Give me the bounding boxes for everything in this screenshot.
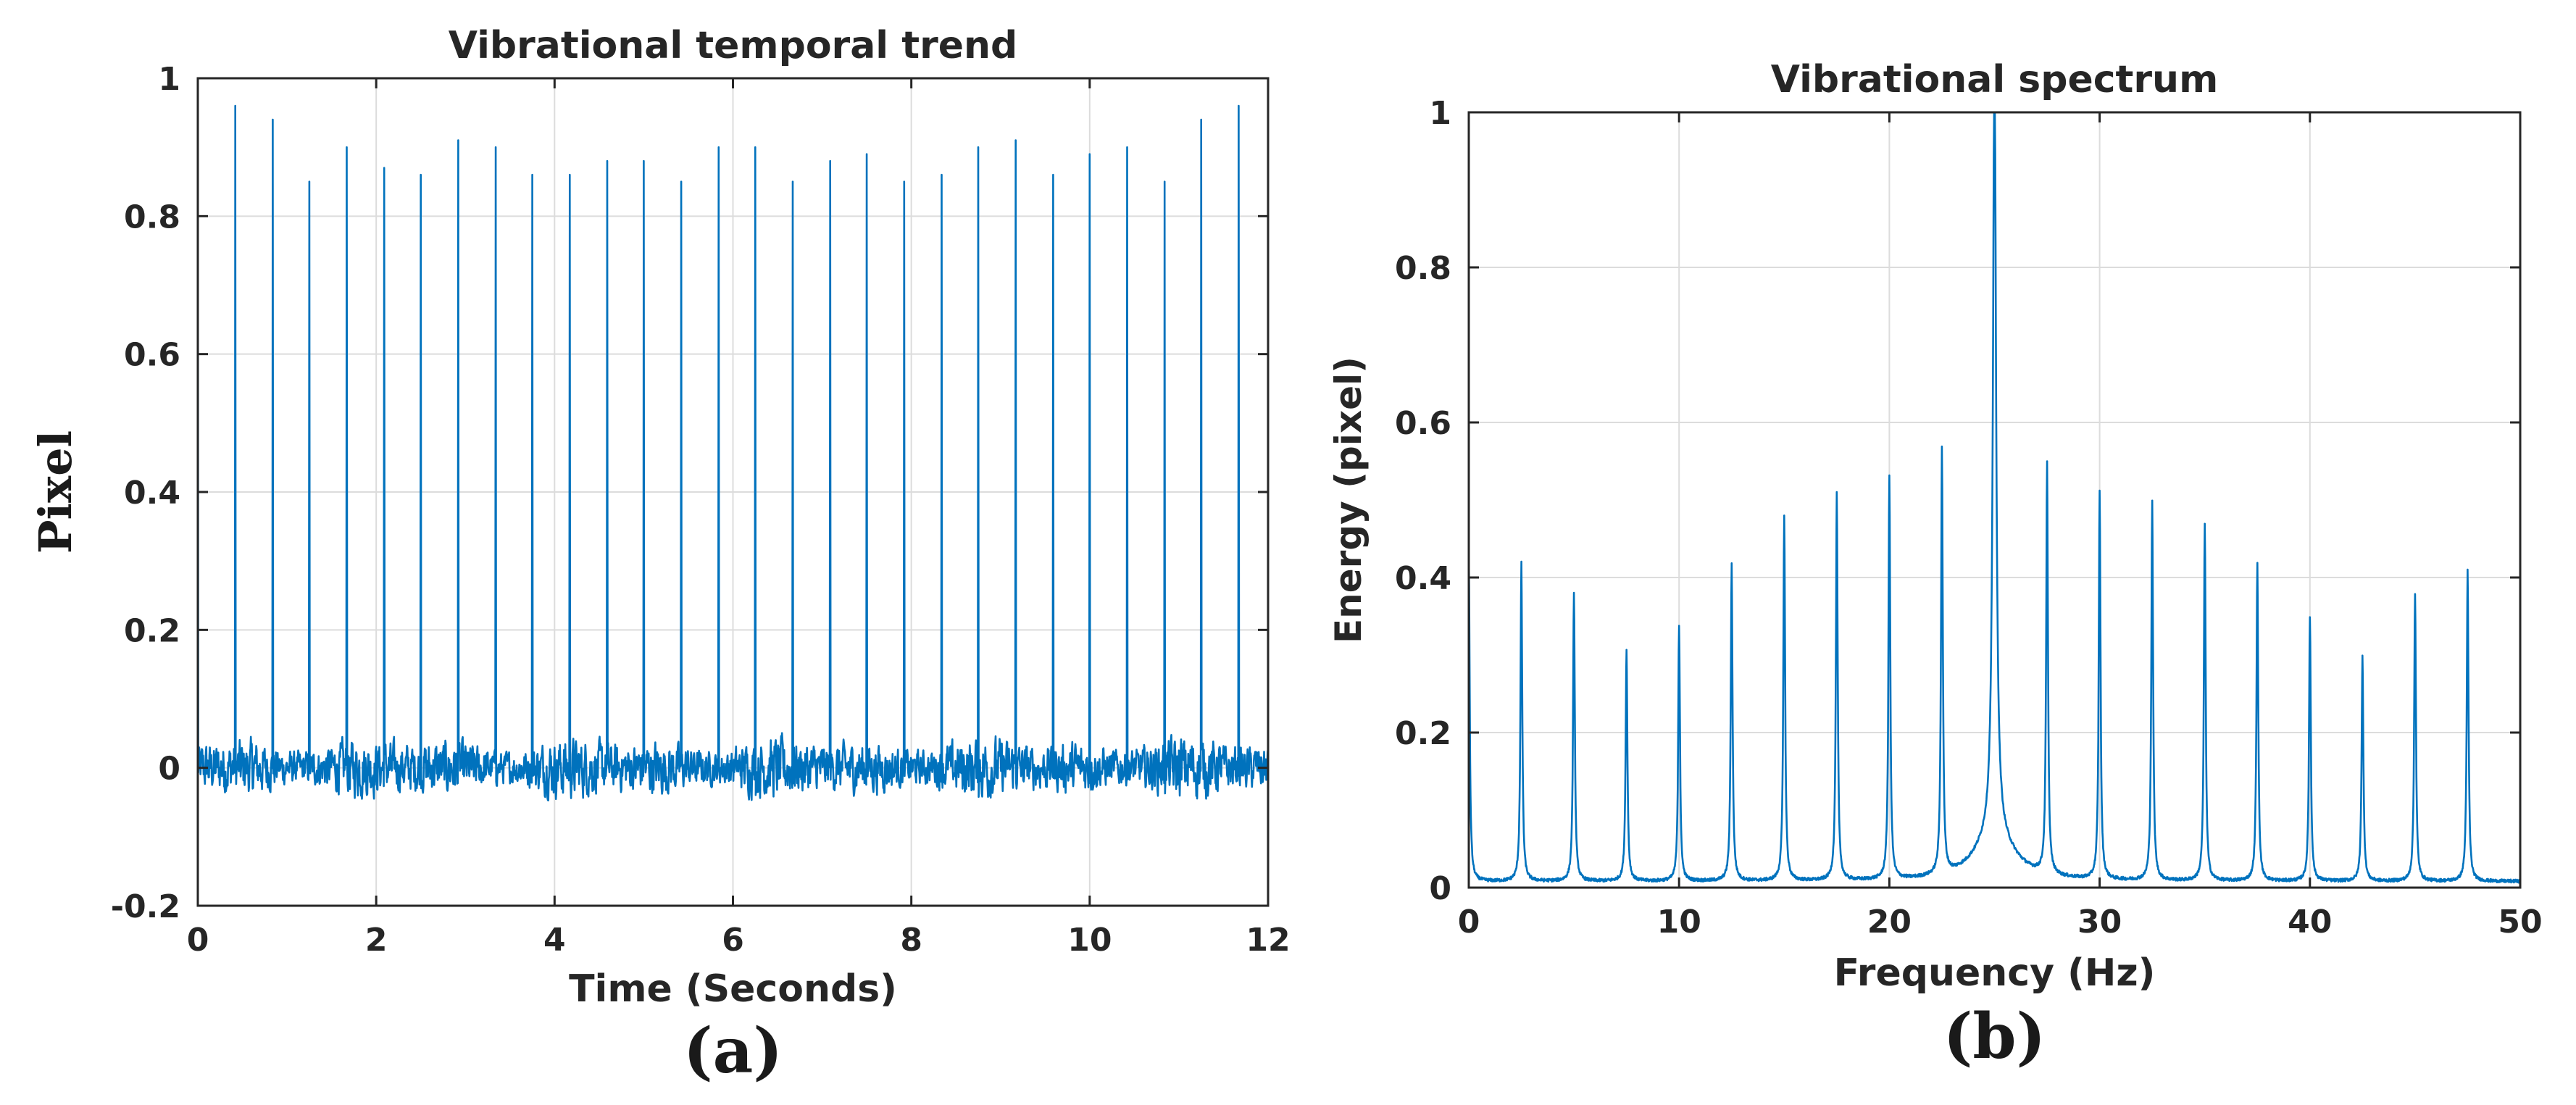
panel-b-y-tick-label: 0.6 [1395,405,1451,442]
panel-b-grid [1468,112,2521,888]
panel-b-x-tick-label: 40 [2288,904,2332,941]
panel-a-y-tick-label: 0.6 [124,337,180,374]
panel-b-x-tick-label: 20 [1867,904,1912,941]
panel-a-x-tick-label: 10 [1067,922,1112,959]
panel-a-y-tick-label: 0.2 [124,612,180,649]
panel-a-x-tick-label: 0 [187,922,209,959]
panel-a-y-tick-label: 0.4 [124,475,180,512]
panel-b-y-tick-label: 0.4 [1395,560,1451,597]
panel-a-y-axis-label: Pixel [29,430,82,554]
panel-a-x-tick-label: 8 [900,922,922,959]
panel-b-axes-frame [1467,111,2522,889]
panel-b-y-tick-label: 0.8 [1395,250,1451,287]
panel-a-x-tick-label: 2 [365,922,388,959]
panel-a-ticks: 0 2 4 6 8 10 12-0.200.20.40.60.81 [111,61,1291,959]
panel-b-x-axis-label: Frequency (Hz) [1834,951,2156,995]
panel-b-y-tick-label: 0.2 [1395,715,1451,752]
panel-b-spectrum-line [1467,111,2522,884]
panel-b-spectrum: 0 10 20 30 40 50 0 0.2 0.4 0.6 0.8 1 Vibrational sp… [1327,58,2543,1073]
panel-a-x-tick-label: 4 [543,922,566,959]
panel-b-title: Vibrational spectrum [1771,58,2219,101]
panel-b-y-tick-label: 1 [1429,95,1451,132]
panel-a-signal-line [196,78,1270,801]
panel-a-y-tick-label: 0 [158,751,180,788]
panel-a-y-tick-label: -0.2 [111,888,180,925]
panel-b-y-tick-label: 0 [1429,870,1451,907]
panel-a-temporal-trend: 0 2 4 6 8 10 12-0.200.20.40.60.81 Vibrational … [29,24,1291,1088]
panel-b-x-tick-label: 0 [1458,904,1480,941]
panel-a-x-axis-label: Time (Seconds) [569,967,897,1011]
panel-b-x-tick-label: 10 [1657,904,1701,941]
panel-b-x-tick-label: 30 [2077,904,2122,941]
panel-a-x-tick-label: 6 [722,922,744,959]
panel-b-y-axis-label: Energy (pixel) [1327,356,1370,643]
panel-a-title: Vibrational temporal trend [449,24,1017,67]
panel-a-label: (a) [683,1014,783,1088]
panel-a-x-tick-label: 12 [1246,922,1290,959]
panel-b-x-tick-label: 50 [2498,904,2542,941]
panel-a-y-tick-label: 1 [158,61,180,98]
panel-b-ticks: 0 10 20 30 40 50 0 0.2 0.4 0.6 0.8 1 [1395,95,2543,941]
panel-b-label: (b) [1943,1000,2046,1073]
panel-a-y-tick-label: 0.8 [124,199,180,235]
